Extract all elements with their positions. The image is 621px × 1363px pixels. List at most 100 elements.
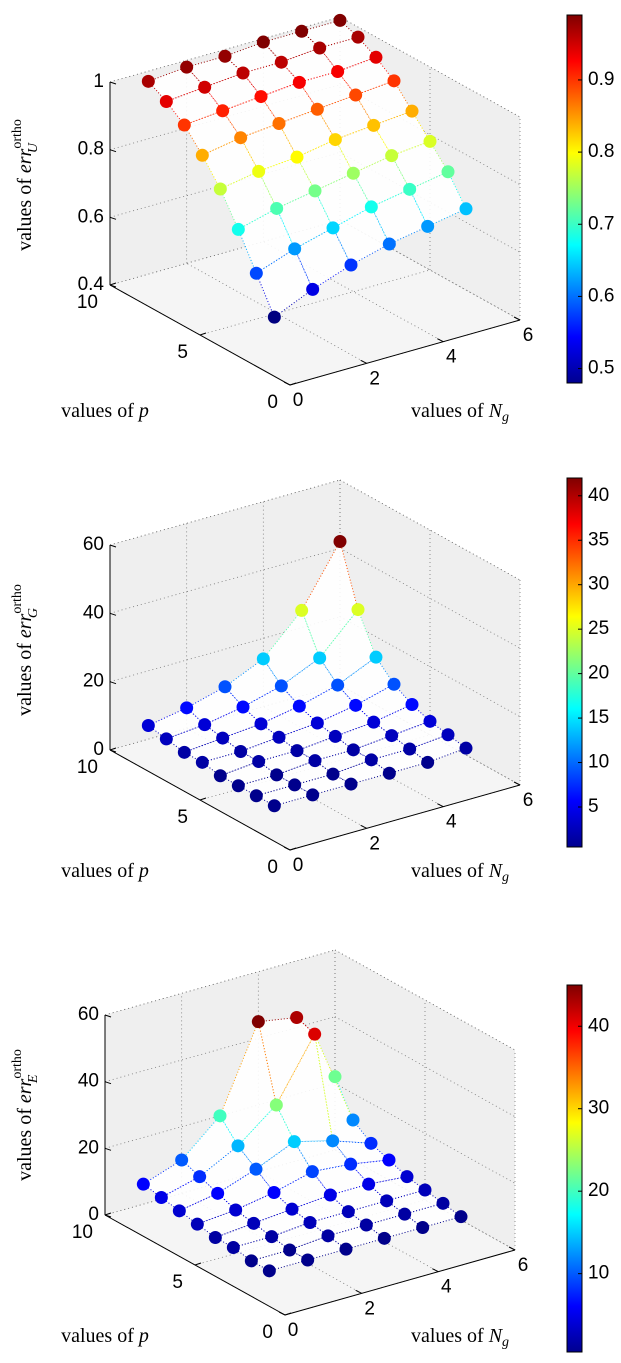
data-point [326, 1134, 340, 1148]
data-point [344, 258, 358, 272]
data-point [310, 102, 324, 116]
colorbar-tick-label: 25 [588, 618, 609, 639]
data-point [247, 1216, 261, 1230]
label-var: N [488, 1325, 504, 1347]
surface-patch [330, 1184, 387, 1212]
mesh-line [314, 1034, 334, 1141]
mesh-line [224, 55, 244, 74]
mesh-line [242, 685, 282, 708]
mesh-line [384, 1227, 423, 1239]
mesh-line [314, 190, 334, 229]
tick-mark [194, 1262, 202, 1266]
colorbar-tick-label: 5 [588, 796, 599, 817]
data-point [218, 49, 232, 63]
data-point [301, 1253, 315, 1267]
data-point [198, 718, 212, 732]
data-point [306, 282, 320, 296]
data-point [292, 75, 306, 89]
mesh-line [301, 30, 321, 49]
x-axis [289, 319, 521, 386]
mesh-line [389, 761, 428, 774]
data-point [218, 680, 232, 694]
y-tick-label: 10 [77, 757, 98, 778]
mesh-line [179, 1192, 218, 1212]
z-tick-label: 1 [93, 71, 104, 92]
surface-patch [143, 1160, 200, 1198]
data-point [216, 731, 230, 745]
data-point [175, 1153, 189, 1167]
tick-mark [109, 282, 117, 286]
mesh-line [319, 609, 359, 659]
mesh-line [269, 1259, 308, 1272]
data-point [403, 182, 417, 196]
data-point [216, 104, 230, 118]
surface-patch [204, 73, 261, 111]
mesh-line [368, 1176, 408, 1185]
mesh-line [370, 206, 390, 245]
surface-patch [217, 1169, 274, 1210]
surface-patch [238, 208, 295, 274]
mesh-line [291, 1194, 331, 1210]
z-tick-label: 60 [83, 534, 104, 555]
mesh-line [355, 683, 395, 706]
surface-patch [276, 760, 333, 785]
tick-mark [283, 846, 291, 851]
z-tick-label: 40 [83, 602, 104, 623]
data-point [387, 677, 401, 691]
data-point [154, 1191, 168, 1204]
data-point [333, 535, 347, 548]
y-tick-label: 5 [177, 342, 188, 363]
colorbar-tick-label: 10 [588, 1263, 609, 1284]
label-text: values of [411, 1325, 489, 1347]
data-point [369, 650, 383, 664]
mesh-line [166, 724, 205, 740]
surface-patch [263, 31, 320, 63]
mesh-line [319, 36, 359, 49]
data-point [254, 90, 268, 104]
mesh-line [202, 751, 241, 763]
data-point [249, 789, 263, 803]
tick-mark [278, 1311, 286, 1316]
surface-patch [366, 1214, 423, 1239]
surface-patch [240, 123, 297, 172]
data-point [398, 1207, 412, 1221]
data-point [323, 1188, 337, 1202]
data-point [290, 150, 304, 164]
data-point [326, 221, 340, 235]
mesh-line [335, 124, 374, 141]
mesh-line [186, 707, 206, 726]
y-axis-label: values of p [61, 860, 149, 882]
mesh-line [371, 748, 410, 761]
label-text: values of [14, 173, 36, 251]
data-point [349, 88, 363, 102]
surface-patch [335, 722, 392, 750]
mesh-line [373, 704, 413, 723]
data-point [310, 716, 324, 730]
x-tick-label: 4 [441, 1277, 452, 1298]
data-point [274, 55, 288, 69]
tick-mark [289, 382, 297, 386]
surface-patch [179, 1193, 236, 1225]
data-point [180, 701, 194, 715]
z-tick-label: 60 [78, 1004, 99, 1025]
mesh-line [409, 734, 449, 750]
mesh-line [276, 208, 296, 250]
surface-patch [297, 736, 354, 761]
colorbar-tick-label: 20 [588, 1180, 609, 1201]
surface-patch [256, 248, 313, 318]
data-point [416, 1221, 430, 1234]
tick-mark [199, 332, 207, 336]
tick-mark [104, 1147, 112, 1151]
mesh-line [355, 704, 375, 723]
x-axis-label: values of Ng [411, 400, 509, 426]
surface-patch [333, 759, 390, 785]
mesh-line [263, 30, 302, 43]
surface-patch [373, 704, 430, 736]
surface-patch [261, 706, 318, 738]
surface-patch [161, 1176, 218, 1211]
data-point [339, 1242, 353, 1256]
tick-mark [104, 1014, 112, 1018]
data-point [256, 652, 270, 666]
z-axis-label: values of errorthoE [10, 1049, 41, 1181]
